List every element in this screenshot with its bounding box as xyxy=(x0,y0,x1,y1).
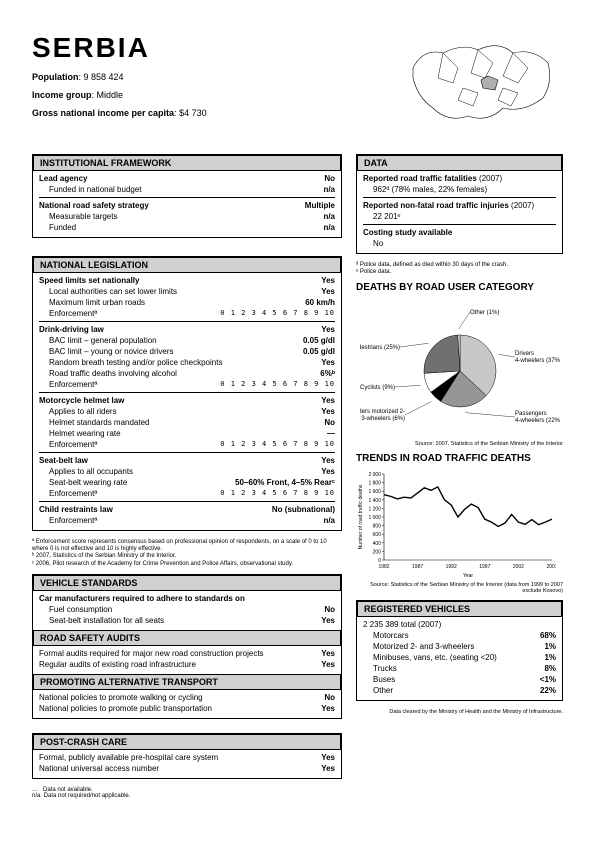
svg-text:Number of road traffic deaths: Number of road traffic deaths xyxy=(358,485,364,550)
vehicle-standards-box: VEHICLE STANDARDS Car manufacturers requ… xyxy=(32,574,342,719)
svg-text:Passengers4-wheelers (22%): Passengers4-wheelers (22%) xyxy=(515,411,560,424)
right-column: DATA Reported road traffic fatalities (2… xyxy=(356,154,563,799)
regveh-source: Data cleared by the Ministry of Health a… xyxy=(356,709,563,715)
section-header: REGISTERED VEHICLES xyxy=(357,601,562,617)
svg-text:1 000: 1 000 xyxy=(368,515,381,521)
line-chart: 02004006008001 0001 2001 4001 6001 8002 … xyxy=(356,470,556,580)
trend-title: TRENDS IN ROAD TRAFFIC DEATHS xyxy=(356,453,563,464)
post-crash-box: POST-CRASH CARE Formal, publicly availab… xyxy=(32,733,342,779)
pie-title: DEATHS BY ROAD USER CATEGORY xyxy=(356,282,563,293)
svg-text:800: 800 xyxy=(373,524,382,530)
section-header: PROMOTING ALTERNATIVE TRANSPORT xyxy=(33,674,341,690)
svg-text:1 800: 1 800 xyxy=(368,481,381,487)
svg-text:Riders motorized 2-or 3-wheele: Riders motorized 2-or 3-wheelers (6%) xyxy=(360,409,405,422)
gni-line: Gross national income per capita: $4 730 xyxy=(32,108,207,118)
svg-text:1987: 1987 xyxy=(412,564,423,570)
svg-text:2 000: 2 000 xyxy=(368,472,381,478)
svg-text:Pedestrians (25%): Pedestrians (25%) xyxy=(360,345,400,351)
section-header: POST-CRASH CARE xyxy=(33,734,341,750)
svg-text:1 200: 1 200 xyxy=(368,507,381,513)
bottom-note: … Data not available. n/a Data not requi… xyxy=(32,787,342,799)
svg-text:2002: 2002 xyxy=(513,564,524,570)
svg-text:1 600: 1 600 xyxy=(368,490,381,496)
svg-text:Drivers4-wheelers (37%): Drivers4-wheelers (37%) xyxy=(515,351,560,364)
svg-text:Cyclists (9%): Cyclists (9%) xyxy=(360,385,395,391)
header: SERBIA Population: 9 858 424 Income grou… xyxy=(32,28,563,138)
pie-chart: Drivers4-wheelers (37%) Passengers4-wheel… xyxy=(360,299,560,439)
svg-text:2007: 2007 xyxy=(546,564,556,570)
institutional-framework-box: INSTITUTIONAL FRAMEWORK Lead agencyNo Fu… xyxy=(32,154,342,238)
left-column: INSTITUTIONAL FRAMEWORK Lead agencyNo Fu… xyxy=(32,154,342,799)
section-header: VEHICLE STANDARDS xyxy=(33,575,341,591)
columns: INSTITUTIONAL FRAMEWORK Lead agencyNo Fu… xyxy=(32,154,563,799)
data-box: DATA Reported road traffic fatalities (2… xyxy=(356,154,563,254)
section-header: DATA xyxy=(357,155,562,171)
section-header: NATIONAL LEGISLATION xyxy=(33,257,341,273)
national-legislation-box: NATIONAL LEGISLATION Speed limits set na… xyxy=(32,256,342,531)
svg-text:Other (1%): Other (1%) xyxy=(470,310,499,316)
data-note: ᵈ Police data, defined as died within 30… xyxy=(356,262,563,276)
svg-text:200: 200 xyxy=(373,550,382,556)
svg-text:600: 600 xyxy=(373,533,382,539)
svg-text:1 400: 1 400 xyxy=(368,498,381,504)
registered-vehicles-box: REGISTERED VEHICLES 2 235 389 total (200… xyxy=(356,600,563,701)
legislation-note: ª Enforcement score represents consensus… xyxy=(32,539,342,568)
map-icon xyxy=(403,28,563,138)
svg-text:1982: 1982 xyxy=(378,564,389,570)
country-name: SERBIA xyxy=(32,32,207,64)
header-left: SERBIA Population: 9 858 424 Income grou… xyxy=(32,28,207,138)
section-header: ROAD SAFETY AUDITS xyxy=(33,630,341,646)
trend-source: Source: Statistics of the Serbian Minist… xyxy=(356,582,563,594)
section-header: INSTITUTIONAL FRAMEWORK xyxy=(33,155,341,171)
svg-text:400: 400 xyxy=(373,541,382,547)
svg-text:Year: Year xyxy=(463,573,473,579)
svg-text:1992: 1992 xyxy=(446,564,457,570)
income-line: Income group: Middle xyxy=(32,90,207,100)
pie-source: Source: 2007, Statistics of the Serbian … xyxy=(356,441,563,447)
population-line: Population: 9 858 424 xyxy=(32,72,207,82)
svg-text:1997: 1997 xyxy=(479,564,490,570)
